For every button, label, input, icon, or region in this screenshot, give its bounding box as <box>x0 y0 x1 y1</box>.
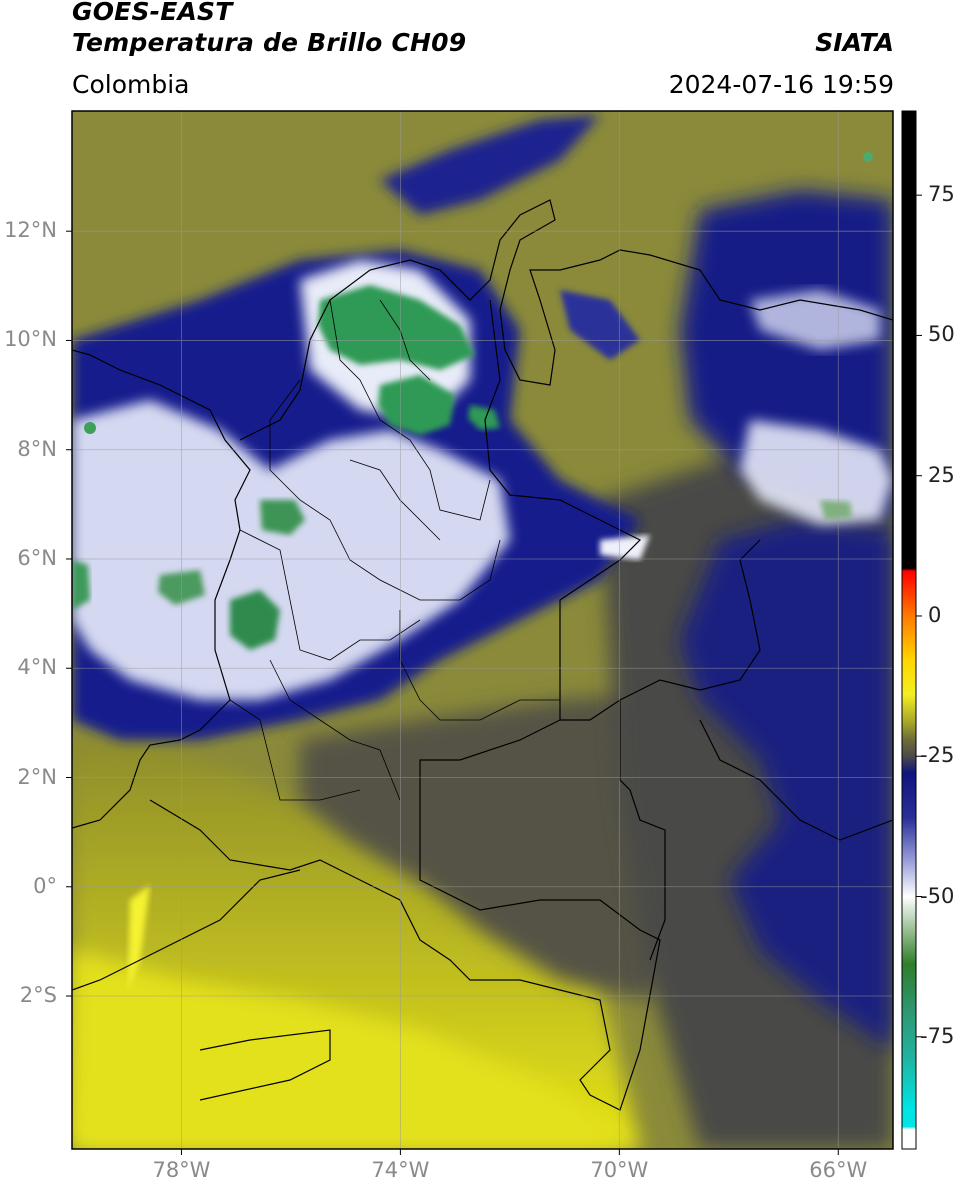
organization-label: SIATA <box>815 28 894 57</box>
longitude-label: 66°W <box>809 1158 868 1182</box>
coldest-core-8 <box>820 500 852 520</box>
colorbar-label: 0 <box>928 602 942 627</box>
cloud-band-lake <box>560 290 640 360</box>
latitude-label: 2°S <box>19 983 57 1008</box>
product-title: Temperatura de Brillo CH09 <box>72 28 467 57</box>
gridlines <box>72 111 893 1149</box>
latitude-label: 12°N <box>4 218 57 243</box>
longitude-label: 78°W <box>152 1158 211 1182</box>
cold-cloud-tops-northeast <box>750 290 880 350</box>
datetime-label: 2024-07-16 19:59 <box>668 70 894 99</box>
coldest-core-10 <box>863 152 873 162</box>
colorbar-label: 50 <box>928 322 955 347</box>
region-label: Colombia <box>72 70 190 99</box>
colorbar-label: -75 <box>920 1023 955 1048</box>
latitude-label: 10°N <box>4 327 57 352</box>
country-boundaries <box>72 199 893 1111</box>
department-boundaries <box>229 299 560 801</box>
colorbar-label: -50 <box>920 883 955 908</box>
coldest-core-3 <box>468 405 500 430</box>
coldest-core-2 <box>378 375 455 435</box>
colorbar-label: 25 <box>928 462 955 487</box>
latitude-label: 6°N <box>17 545 57 570</box>
coldest-core-5 <box>260 500 305 535</box>
latitude-label: 2°N <box>17 764 57 789</box>
longitude-label: 74°W <box>371 1158 430 1182</box>
cold-cloud-patch <box>600 535 650 560</box>
coldest-core-9 <box>84 422 96 434</box>
cloud-region-east <box>680 520 893 1050</box>
map-frame <box>71 110 894 1150</box>
colorbar-ticks <box>916 194 922 1038</box>
colorbar <box>901 110 917 1150</box>
cold-cloud-tops-east <box>740 420 893 525</box>
coldest-core-4 <box>230 590 280 650</box>
cloud-band-north <box>380 115 600 215</box>
axis-ticks <box>66 230 839 1155</box>
colorbar-label: -25 <box>920 743 955 768</box>
longitude-label: 70°W <box>590 1158 649 1182</box>
latitude-label: 8°N <box>17 436 57 461</box>
latitude-label: 4°N <box>17 655 57 680</box>
colorbar-label: 75 <box>928 182 955 207</box>
warm-region-far-south <box>72 950 640 1149</box>
latitude-label: 0° <box>33 873 57 898</box>
coldest-core-1 <box>318 285 475 370</box>
coldest-core-7 <box>72 560 90 610</box>
satellite-title: GOES-EAST <box>72 0 233 26</box>
